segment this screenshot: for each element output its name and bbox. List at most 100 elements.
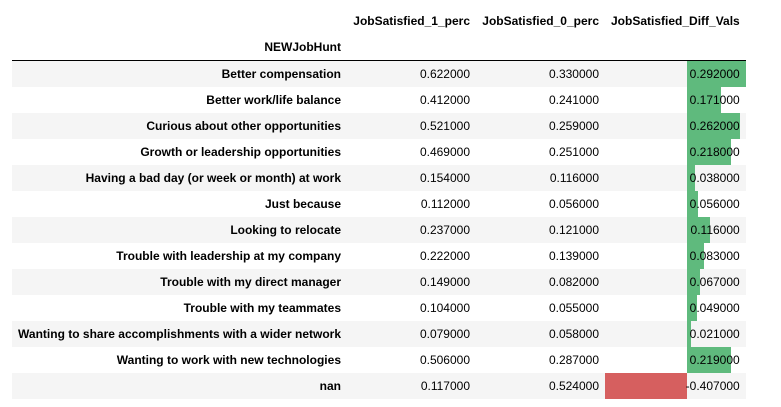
cell-diff-vals: 0.219000 <box>605 347 746 373</box>
positive-diff-bar <box>686 61 746 87</box>
table-row: nan 0.117000 0.524000 -0.407000 <box>12 373 746 399</box>
row-index-label: Trouble with my direct manager <box>160 275 341 289</box>
cell-jobsatisfied-0: 0.055000 <box>548 301 599 315</box>
row-index-label: Having a bad day (or week or month) at w… <box>85 171 341 185</box>
positive-diff-bar <box>686 269 701 295</box>
positive-diff-bar <box>686 347 731 373</box>
positive-diff-bar <box>686 191 699 217</box>
cell-jobsatisfied-1: 0.149000 <box>419 275 470 289</box>
cell-diff-vals: 0.038000 <box>605 165 746 191</box>
cell-jobsatisfied-0: 0.524000 <box>548 379 599 393</box>
positive-diff-bar <box>686 243 704 269</box>
positive-diff-bar <box>686 113 740 139</box>
cell-jobsatisfied-0: 0.139000 <box>548 249 599 263</box>
table-row: Curious about other opportunities 0.52100… <box>12 113 746 139</box>
table-row: Trouble with leadership at my company 0.2… <box>12 243 746 269</box>
cell-jobsatisfied-0: 0.121000 <box>548 223 599 237</box>
row-index-label: Looking to relocate <box>230 223 341 237</box>
cell-jobsatisfied-0: 0.116000 <box>549 171 599 185</box>
dataframe-table: JobSatisfied_1_perc JobSatisfied_0_perc … <box>12 8 746 399</box>
diff-value-label: 0.262000 <box>689 119 740 133</box>
cell-diff-vals: 0.116000 <box>605 217 746 243</box>
cell-jobsatisfied-0: 0.251000 <box>548 145 599 159</box>
table-row: Looking to relocate 0.237000 0.121000 0.116… <box>12 217 746 243</box>
negative-diff-bar <box>605 373 687 399</box>
diff-value-label: 0.083000 <box>689 249 740 263</box>
row-index-label: Curious about other opportunities <box>146 119 341 133</box>
cell-diff-vals: 0.292000 <box>605 61 746 87</box>
cell-diff-vals: 0.056000 <box>605 191 746 217</box>
cell-jobsatisfied-1: 0.469000 <box>419 145 470 159</box>
cell-jobsatisfied-0: 0.056000 <box>548 197 599 211</box>
row-index-label: Better work/life balance <box>206 93 341 107</box>
index-name-header: NEWJobHunt <box>12 34 347 61</box>
cell-jobsatisfied-1: 0.117000 <box>420 379 470 393</box>
row-index-label: Better compensation <box>221 67 341 81</box>
column-header-jobsatisfied-1: JobSatisfied_1_perc <box>353 14 470 28</box>
table-row: Growth or leadership opportunities 0.4690… <box>12 139 746 165</box>
table-row: Just because 0.112000 0.056000 0.056000 <box>12 191 746 217</box>
row-index-label: Trouble with my teammates <box>183 301 341 315</box>
cell-jobsatisfied-0: 0.330000 <box>548 67 599 81</box>
cell-diff-vals: 0.083000 <box>605 243 746 269</box>
cell-jobsatisfied-1: 0.237000 <box>419 223 470 237</box>
table-row: Trouble with my teammates 0.104000 0.05500… <box>12 295 746 321</box>
table-row: Having a bad day (or week or month) at w… <box>12 165 746 191</box>
cell-diff-vals: 0.067000 <box>605 269 746 295</box>
diff-value-label: -0.407000 <box>685 379 740 393</box>
cell-jobsatisfied-1: 0.154000 <box>419 171 470 185</box>
table-header: JobSatisfied_1_perc JobSatisfied_0_perc … <box>12 8 746 61</box>
cell-jobsatisfied-0: 0.241000 <box>548 93 599 107</box>
blank-header-cell <box>476 34 605 61</box>
cell-jobsatisfied-1: 0.079000 <box>419 327 470 341</box>
row-index-label: Growth or leadership opportunities <box>140 145 341 159</box>
diff-value-label: 0.292000 <box>689 67 740 81</box>
index-name-row: NEWJobHunt <box>12 34 746 61</box>
column-header-diff-vals: JobSatisfied_Diff_Vals <box>611 14 740 28</box>
column-header-row: JobSatisfied_1_perc JobSatisfied_0_perc … <box>12 8 746 34</box>
positive-diff-bar <box>686 87 722 113</box>
cell-jobsatisfied-0: 0.287000 <box>548 353 599 367</box>
table-row: Wanting to share accomplishments with a … <box>12 321 746 347</box>
diff-value-label: 0.049000 <box>689 301 740 315</box>
diff-value-label: 0.056000 <box>689 197 740 211</box>
cell-jobsatisfied-1: 0.506000 <box>419 353 470 367</box>
row-index-label: Wanting to share accomplishments with a … <box>18 327 341 341</box>
diff-value-label: 0.038000 <box>689 171 740 185</box>
row-index-label: nan <box>319 379 341 393</box>
cell-diff-vals: 0.262000 <box>605 113 746 139</box>
cell-diff-vals: 0.049000 <box>605 295 746 321</box>
table-body: Better compensation 0.622000 0.330000 0.292… <box>12 60 746 399</box>
diff-value-label: 0.218000 <box>689 145 740 159</box>
cell-diff-vals: 0.021000 <box>605 321 746 347</box>
row-index-label: Wanting to work with new technologies <box>116 353 341 367</box>
blank-header-cell <box>347 34 476 61</box>
diff-value-label: 0.116000 <box>690 223 740 237</box>
table-row: Better compensation 0.622000 0.330000 0.292… <box>12 60 746 87</box>
cell-jobsatisfied-0: 0.058000 <box>548 327 599 341</box>
cell-jobsatisfied-1: 0.104000 <box>419 301 470 315</box>
cell-jobsatisfied-1: 0.112000 <box>420 197 470 211</box>
cell-jobsatisfied-0: 0.259000 <box>548 119 599 133</box>
positive-diff-bar <box>686 295 697 321</box>
row-index-label: Just because <box>264 197 341 211</box>
cell-diff-vals: 0.218000 <box>605 139 746 165</box>
column-header-jobsatisfied-0: JobSatisfied_0_perc <box>482 14 599 28</box>
table-row: Trouble with my direct manager 0.149000 0.… <box>12 269 746 295</box>
cell-jobsatisfied-1: 0.521000 <box>419 119 470 133</box>
positive-diff-bar <box>686 217 711 243</box>
cell-jobsatisfied-1: 0.412000 <box>419 93 470 107</box>
blank-header-cell <box>605 34 746 61</box>
table-row: Better work/life balance 0.412000 0.241000… <box>12 87 746 113</box>
diff-value-label: 0.171000 <box>689 93 740 107</box>
cell-jobsatisfied-0: 0.082000 <box>548 275 599 289</box>
blank-header-cell <box>12 8 347 34</box>
diff-value-label: 0.067000 <box>689 275 740 289</box>
positive-diff-bar <box>686 165 695 191</box>
table-row: Wanting to work with new technologies 0.5… <box>12 347 746 373</box>
positive-diff-bar <box>686 321 692 347</box>
cell-diff-vals: -0.407000 <box>605 373 746 399</box>
diff-value-label: 0.021000 <box>689 327 740 341</box>
cell-diff-vals: 0.171000 <box>605 87 746 113</box>
row-index-label: Trouble with leadership at my company <box>116 249 341 263</box>
